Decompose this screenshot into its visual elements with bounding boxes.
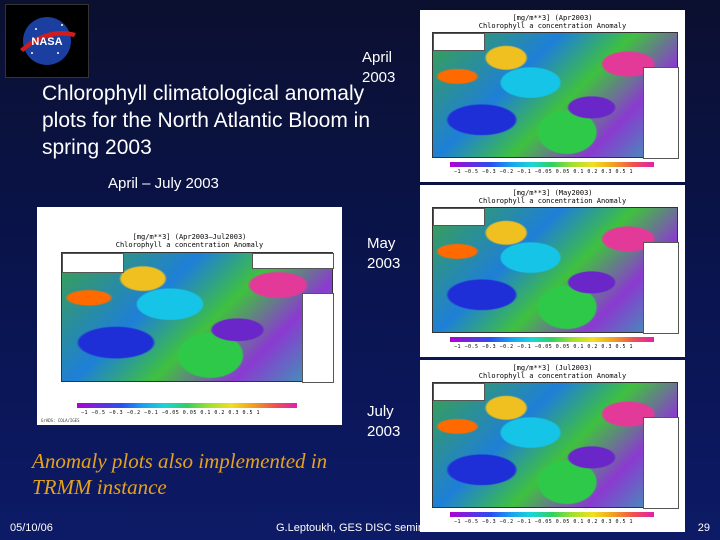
land-mask	[252, 253, 334, 269]
month-label-april: April 2003	[362, 49, 396, 86]
land-mask	[643, 417, 679, 509]
map-header-line2: Chlorophyll a concentration Anomaly	[478, 197, 627, 205]
anomaly-map-area	[61, 252, 334, 383]
land-mask	[433, 33, 485, 51]
footer-presenter: G.Leptoukh, GES DISC seminar	[276, 522, 434, 534]
colorbar-labels: −1 −0.5 −0.3 −0.2 −0.1 −0.05 0.05 0.1 0.…	[454, 344, 634, 350]
land-mask	[433, 383, 485, 401]
anomaly-map-area	[432, 32, 679, 159]
footer-date: 05/10/06	[10, 522, 53, 534]
colorbar-labels: −1 −0.5 −0.3 −0.2 −0.1 −0.05 0.05 0.1 0.…	[454, 519, 634, 525]
anomaly-map-area	[432, 382, 679, 509]
land-mask	[433, 208, 485, 226]
note-text: Anomaly plots also implemented in TRMM i…	[32, 449, 328, 499]
land-mask	[643, 242, 679, 334]
april-anomaly-map: [mg/m**3] (Apr2003) Chlorophyll a concen…	[420, 10, 685, 182]
month-label-july: July 2003	[367, 403, 401, 440]
map-header-line2: Chlorophyll a concentration Anomaly	[478, 22, 627, 30]
map-header-line2: Chlorophyll a concentration Anomaly	[115, 241, 264, 249]
july-anomaly-map: [mg/m**3] (Jul2003) Chlorophyll a concen…	[420, 360, 685, 532]
slide-title: Chlorophyll climatological anomaly plots…	[42, 82, 370, 159]
may-anomaly-map: [mg/m**3] (May2003) Chlorophyll a concen…	[420, 185, 685, 357]
map-header-line1: [mg/m**3] (Apr2003–Jul2003)	[132, 233, 247, 241]
anomaly-map-area	[432, 207, 679, 334]
land-mask	[643, 67, 679, 159]
colorbar-labels: −1 −0.5 −0.3 −0.2 −0.1 −0.05 0.05 0.1 0.…	[454, 169, 634, 175]
colorbar-labels: −1 −0.5 −0.3 −0.2 −0.1 −0.05 0.05 0.1 0.…	[81, 410, 261, 416]
colorbar	[77, 403, 297, 408]
month-label-may: May 2003	[367, 235, 401, 272]
map-header-line1: [mg/m**3] (May2003)	[512, 189, 593, 197]
colorbar	[450, 512, 654, 517]
nasa-logo-text: NASA	[31, 36, 62, 48]
nasa-logo: NASA	[5, 4, 89, 78]
slide-subtitle: April – July 2003	[108, 175, 219, 192]
grads-credit: GrADS: COLA/IGES	[41, 418, 80, 423]
map-header-line1: [mg/m**3] (Apr2003)	[512, 14, 593, 22]
colorbar	[450, 337, 654, 342]
main-anomaly-map: [mg/m**3] (Apr2003–Jul2003) Chlorophyll …	[37, 207, 342, 425]
footer-page-number: 29	[697, 522, 710, 534]
colorbar	[450, 162, 654, 167]
map-header-line1: [mg/m**3] (Jul2003)	[512, 364, 593, 372]
map-header-line2: Chlorophyll a concentration Anomaly	[478, 372, 627, 380]
land-mask	[62, 253, 124, 273]
land-mask	[302, 293, 334, 383]
